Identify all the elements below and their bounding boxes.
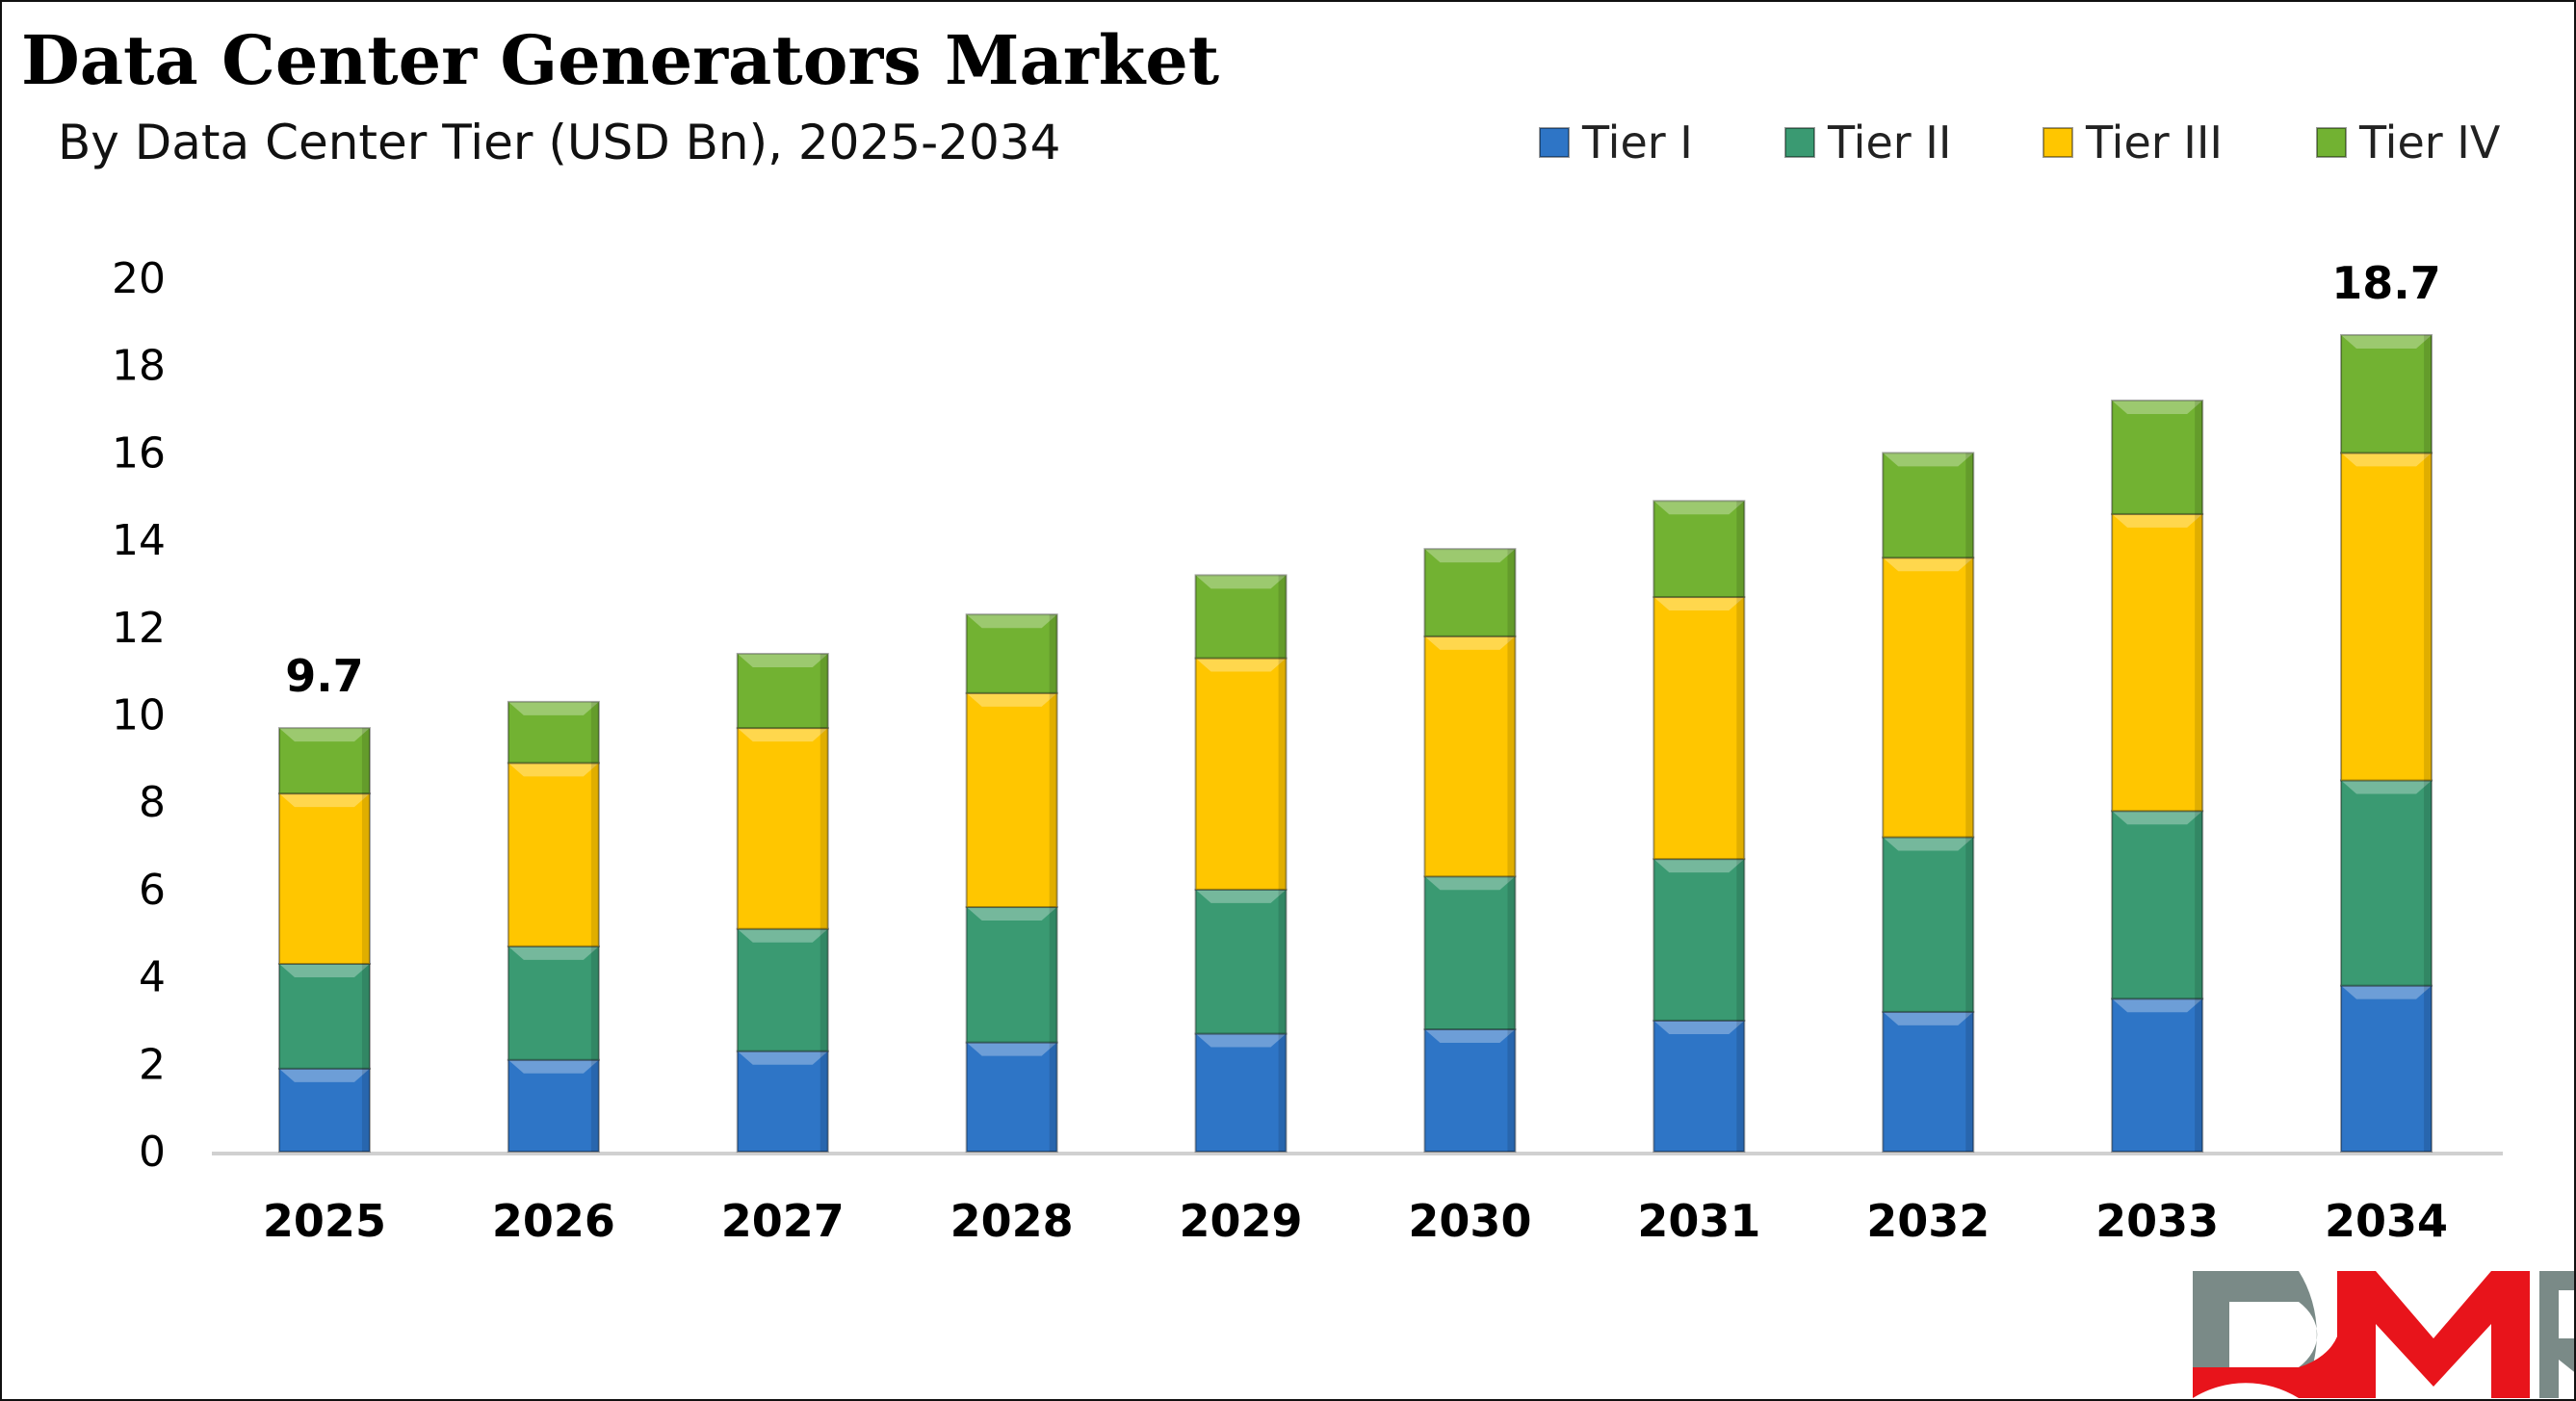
x-tick-label: 2027 — [721, 1195, 845, 1247]
x-tick-label: 2025 — [263, 1195, 386, 1247]
bar-segment-tier-ii-2027 — [736, 927, 829, 1052]
legend-swatch — [2316, 127, 2347, 158]
bar-segment-tier-i-2025 — [277, 1067, 371, 1153]
bar-segment-tier-ii-2030 — [1423, 875, 1517, 1031]
legend-swatch — [1539, 127, 1570, 158]
bars — [277, 333, 2433, 1154]
legend-swatch — [1784, 127, 1815, 158]
y-tick-label: 20 — [112, 254, 166, 303]
legend-label: Tier III — [2085, 117, 2223, 169]
bar-segment-tier-i-2030 — [1423, 1028, 1517, 1154]
legend-item-tier-iv: Tier IV — [2316, 117, 2501, 169]
y-tick-label: 4 — [139, 953, 166, 1002]
bar-segment-tier-ii-2034 — [2340, 779, 2433, 987]
x-tick-label: 2032 — [1866, 1195, 1990, 1247]
bar-segment-tier-ii-2026 — [507, 945, 600, 1061]
legend-swatch — [2043, 127, 2073, 158]
data-labels: 9.7 18.7 — [285, 257, 2441, 702]
bar-segment-tier-i-2026 — [507, 1058, 600, 1154]
bar-segment-tier-i-2034 — [2340, 984, 2433, 1153]
bar-segment-tier-iii-2026 — [507, 762, 600, 947]
data-label: 18.7 — [2331, 257, 2441, 309]
bar-segment-tier-iii-2030 — [1423, 635, 1517, 878]
bar-segment-tier-iv-2033 — [2111, 399, 2204, 515]
legend-item-tier-ii: Tier II — [1784, 117, 1951, 169]
y-tick-label: 6 — [139, 866, 166, 915]
legend-item-tier-iii: Tier III — [2043, 117, 2223, 169]
y-axis: 0 2 4 6 8 10 12 14 16 18 20 — [112, 254, 2503, 1177]
bar-segment-tier-ii-2029 — [1194, 888, 1288, 1035]
bar-segment-tier-iv-2027 — [736, 653, 829, 730]
bar-segment-tier-iv-2030 — [1423, 548, 1517, 637]
bar-segment-tier-i-2029 — [1194, 1032, 1288, 1154]
bar-segment-tier-iii-2028 — [965, 691, 1058, 909]
y-tick-label: 8 — [139, 778, 166, 827]
x-tick-label: 2031 — [1637, 1195, 1760, 1247]
y-tick-label: 12 — [112, 604, 166, 653]
bar-segment-tier-i-2027 — [736, 1050, 829, 1153]
bar-segment-tier-iv-2034 — [2340, 333, 2433, 454]
bar-segment-tier-ii-2028 — [965, 906, 1058, 1044]
legend: Tier I Tier II Tier III Tier IV — [1539, 117, 2501, 169]
bar-segment-tier-iv-2025 — [277, 727, 371, 795]
bar-segment-tier-iii-2032 — [1882, 557, 1975, 839]
bar-segment-tier-ii-2025 — [277, 962, 371, 1070]
x-tick-label: 2028 — [950, 1195, 1074, 1247]
x-tick-label: 2034 — [2325, 1195, 2448, 1247]
x-tick-label: 2030 — [1408, 1195, 1531, 1247]
bar-segment-tier-iii-2031 — [1652, 596, 1746, 861]
bar-segment-tier-ii-2033 — [2111, 810, 2204, 1000]
bar-segment-tier-ii-2032 — [1882, 836, 1975, 1013]
y-tick-label: 18 — [112, 342, 166, 391]
bar-segment-tier-iii-2034 — [2340, 452, 2433, 782]
chart-title: Data Center Generators Market — [21, 20, 1219, 100]
bar-segment-tier-iii-2033 — [2111, 512, 2204, 813]
bar-segment-tier-ii-2031 — [1652, 858, 1746, 1022]
x-axis: 2025 2026 2027 2028 2029 2030 2031 2032 2033 2034 — [263, 1195, 2448, 1247]
bar-segment-tier-i-2031 — [1652, 1019, 1746, 1153]
y-tick-label: 16 — [112, 428, 166, 478]
x-tick-label: 2033 — [2095, 1195, 2219, 1247]
x-tick-label: 2026 — [492, 1195, 615, 1247]
legend-label: Tier IV — [2358, 117, 2501, 169]
bar-segment-tier-i-2033 — [2111, 998, 2204, 1154]
x-tick-label: 2029 — [1180, 1195, 1303, 1247]
bar-segment-tier-iii-2027 — [736, 727, 829, 930]
legend-label: Tier II — [1827, 117, 1951, 169]
bar-segment-tier-iv-2028 — [965, 613, 1058, 694]
legend-label: Tier I — [1581, 117, 1693, 169]
dmr-logo — [2193, 1271, 2574, 1398]
y-tick-label: 10 — [112, 691, 166, 740]
data-label: 9.7 — [285, 650, 364, 702]
bar-segment-tier-iv-2031 — [1652, 500, 1746, 599]
y-tick-label: 0 — [139, 1128, 166, 1177]
bar-segment-tier-iv-2032 — [1882, 452, 1975, 559]
chart-subtitle: By Data Center Tier (USD Bn), 2025-2034 — [58, 115, 1060, 170]
bar-segment-tier-iv-2029 — [1194, 574, 1288, 660]
y-tick-label: 2 — [139, 1040, 166, 1089]
bar-segment-tier-i-2028 — [965, 1041, 1058, 1153]
bar-segment-tier-i-2032 — [1882, 1010, 1975, 1153]
legend-item-tier-i: Tier I — [1539, 117, 1693, 169]
y-tick-label: 14 — [112, 516, 166, 565]
bar-segment-tier-iv-2026 — [507, 700, 600, 765]
bar-segment-tier-iii-2029 — [1194, 657, 1288, 891]
bar-segment-tier-iii-2025 — [277, 792, 371, 965]
